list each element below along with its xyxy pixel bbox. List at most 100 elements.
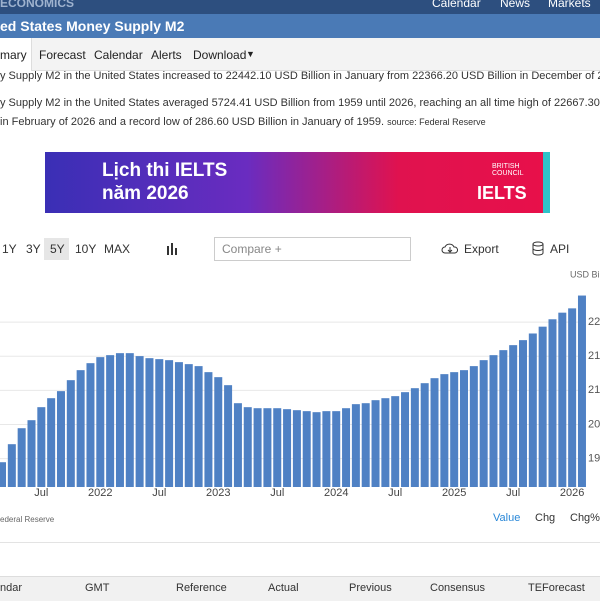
api-icon[interactable] bbox=[531, 241, 545, 256]
ad-product: IELTS bbox=[477, 183, 527, 203]
x-tick-label: Jul bbox=[388, 487, 402, 499]
bar bbox=[302, 411, 311, 487]
tab[interactable]: mary bbox=[0, 48, 27, 62]
ad-brand-line: COUNCIL bbox=[492, 170, 524, 177]
bar bbox=[450, 372, 459, 487]
export-icon[interactable] bbox=[441, 241, 459, 255]
compare-placeholder: Compare + bbox=[222, 242, 282, 256]
bar bbox=[106, 355, 115, 487]
chart-tab[interactable]: Value bbox=[493, 512, 521, 524]
top-nav: ECONOMICS Calendar News Markets bbox=[0, 0, 600, 14]
chart-tab[interactable]: Chg% bbox=[570, 512, 600, 524]
y-tick-label: 22200 bbox=[588, 316, 600, 328]
x-tick-label: Jul bbox=[506, 487, 520, 499]
bar bbox=[381, 398, 390, 487]
bar bbox=[283, 409, 292, 487]
x-tick-label: 2026 bbox=[560, 487, 584, 499]
active-range-bg bbox=[44, 238, 69, 260]
bar bbox=[391, 396, 400, 487]
chart: USD Billion ederal Reserve 22200 21600 210… bbox=[0, 269, 600, 524]
bar bbox=[322, 411, 331, 487]
bar bbox=[56, 391, 65, 487]
range-button[interactable]: MAX bbox=[104, 242, 131, 256]
nav-link[interactable]: Calendar bbox=[432, 0, 481, 10]
bar bbox=[332, 411, 341, 487]
active-tab-bg bbox=[0, 38, 32, 71]
ad-brand: BRITISH COUNCIL bbox=[492, 163, 524, 177]
bar bbox=[509, 345, 518, 487]
source: source: Federal Reserve bbox=[387, 117, 486, 127]
bar bbox=[0, 462, 6, 487]
unit-label: USD Billion bbox=[570, 269, 600, 279]
bar bbox=[174, 362, 183, 487]
summary-line: y Supply M2 in the United States average… bbox=[0, 97, 600, 109]
bar bbox=[27, 420, 36, 487]
bar bbox=[125, 353, 134, 487]
ad-banner[interactable]: Lịch thi IELTS năm 2026 BRITISH COUNCIL I… bbox=[45, 152, 550, 213]
bar bbox=[292, 410, 301, 487]
chart-source: ederal Reserve bbox=[0, 515, 55, 524]
ad-edge bbox=[543, 152, 550, 213]
bar bbox=[538, 326, 547, 487]
tab-bar: mary Forecast Calendar Alerts Download ▼ bbox=[0, 38, 600, 71]
x-tick-label: Jul bbox=[270, 487, 284, 499]
bar bbox=[273, 408, 282, 487]
divider bbox=[0, 542, 600, 543]
y-tick-label: 21000 bbox=[588, 384, 600, 396]
bar bbox=[430, 378, 439, 487]
bar bbox=[518, 340, 527, 487]
chart-type-icon[interactable] bbox=[166, 242, 180, 256]
range-button[interactable]: 5Y bbox=[50, 242, 65, 256]
nav-link[interactable]: Markets bbox=[548, 0, 591, 10]
x-tick-label: 2022 bbox=[88, 487, 112, 499]
ad-headline: Lịch thi IELTS bbox=[102, 160, 228, 181]
bar bbox=[499, 350, 508, 487]
bar bbox=[155, 359, 164, 487]
bar bbox=[37, 407, 46, 487]
y-tick-label: 19800 bbox=[588, 452, 600, 464]
export-button[interactable]: Export bbox=[464, 242, 499, 256]
ad-headline: năm 2026 bbox=[102, 183, 189, 204]
summary-line: y Supply M2 in the United States increas… bbox=[0, 70, 600, 82]
bar bbox=[342, 408, 351, 487]
bar bbox=[479, 360, 488, 487]
bar bbox=[420, 383, 429, 487]
tab[interactable]: Forecast bbox=[39, 48, 86, 62]
nav-link[interactable]: News bbox=[500, 0, 531, 10]
table-header: ndar GMT Reference Actual Previous Conse… bbox=[0, 576, 600, 601]
compare-input[interactable]: Compare + bbox=[214, 237, 411, 261]
bar bbox=[548, 319, 557, 487]
column-header: Reference bbox=[176, 582, 227, 594]
tab[interactable]: Download bbox=[193, 48, 247, 62]
x-tick-label: 2025 bbox=[442, 487, 466, 499]
bar bbox=[115, 353, 124, 487]
bar bbox=[66, 380, 75, 487]
bar bbox=[577, 295, 586, 487]
bar bbox=[371, 400, 380, 487]
chart-tab[interactable]: Chg bbox=[535, 512, 556, 524]
dropdown-caret: ▼ bbox=[246, 49, 255, 59]
bar bbox=[253, 408, 262, 487]
y-tick-label: 20400 bbox=[588, 418, 600, 430]
bar bbox=[204, 372, 213, 487]
range-button[interactable]: 1Y bbox=[2, 242, 17, 256]
title-bar: ed States Money Supply M2 bbox=[0, 14, 600, 38]
bar bbox=[214, 377, 223, 487]
x-tick-label: 2024 bbox=[324, 487, 348, 499]
bar bbox=[312, 412, 321, 487]
brand: ECONOMICS bbox=[0, 0, 75, 10]
bar bbox=[17, 428, 26, 487]
tab[interactable]: Calendar bbox=[94, 48, 143, 62]
tab[interactable]: Alerts bbox=[151, 48, 182, 62]
summary-line: in February of 2026 and a record low of … bbox=[0, 116, 486, 128]
range-button[interactable]: 10Y bbox=[75, 242, 97, 256]
api-button[interactable]: API bbox=[550, 242, 570, 256]
bar bbox=[558, 312, 567, 487]
column-header: ndar bbox=[0, 582, 23, 594]
bar bbox=[145, 358, 154, 487]
bar bbox=[460, 370, 469, 487]
bar bbox=[351, 404, 360, 487]
bar bbox=[47, 398, 56, 487]
range-button[interactable]: 3Y bbox=[26, 242, 41, 256]
